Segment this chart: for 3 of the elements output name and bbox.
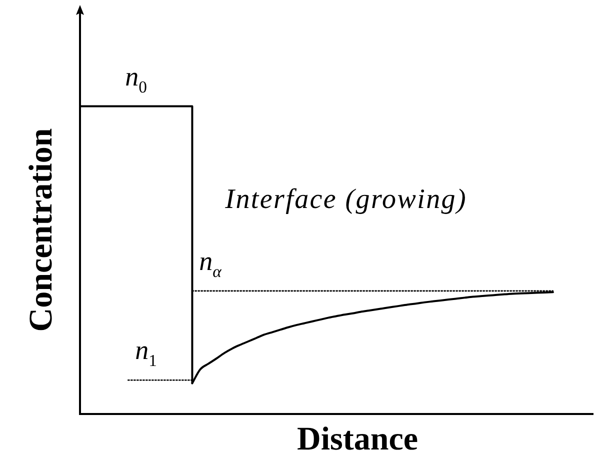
y-axis-title: Concentration bbox=[24, 128, 60, 332]
x-axis-title: Distance bbox=[297, 422, 418, 458]
annotation: Interface (growing) bbox=[224, 184, 468, 215]
